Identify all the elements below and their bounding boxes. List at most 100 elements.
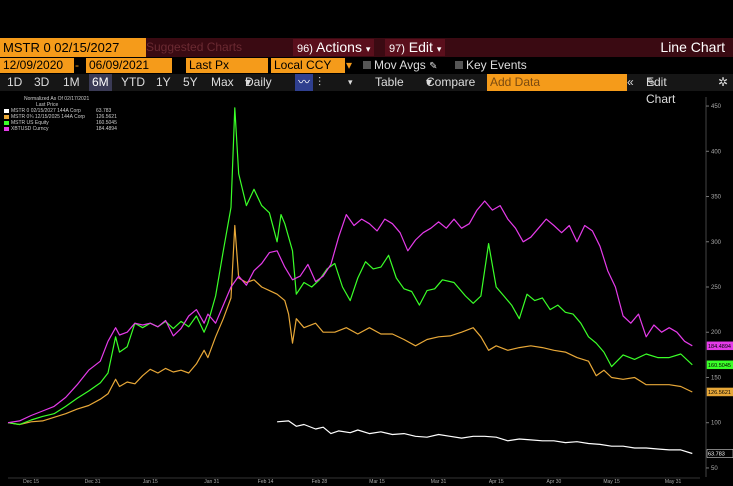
legend-swatch <box>4 126 9 131</box>
line-chart[interactable]: 50 100 150 200 250 300 350 400 450 Dec 15 Dec 31 Ja… <box>0 91 733 486</box>
legend-label: MSTR 0¾ 12/15/2025 144A Corp <box>11 114 85 120</box>
actions-menu[interactable]: 96) Actions ▾ <box>293 39 375 56</box>
series-line-1 <box>7 224 693 426</box>
legend-label: XBTUSD Curncy <box>11 126 49 132</box>
series-line-3 <box>7 200 693 424</box>
edit-label: Edit <box>408 39 433 55</box>
last-value-tag <box>706 449 733 458</box>
period-1d[interactable]: 1D <box>7 75 23 89</box>
chevron-down-icon: ▾ <box>426 75 433 89</box>
chevron-down-icon[interactable]: ▾ <box>346 58 353 72</box>
date-range-separator: - <box>75 58 79 72</box>
legend-value: 63.783 <box>96 108 112 114</box>
period-6m[interactable]: 6M <box>89 74 112 91</box>
x-tick-label: Feb 14 <box>258 479 274 485</box>
chevron-down-icon: ▾ <box>365 44 371 54</box>
collapse-icon[interactable]: « <box>627 75 634 89</box>
bar-chart-icon[interactable]: ⫶ <box>318 75 322 89</box>
legend-entry: MSTR 0¾ 12/15/2025 144A Corp 126.5621 <box>4 114 124 120</box>
last-value-label: 184.4894 <box>708 344 731 350</box>
edit-menu[interactable]: 97) Edit ▾ <box>385 39 446 56</box>
last-value-label: 126.5621 <box>708 390 731 396</box>
toolbar: 12/09/2020 - 06/09/2021 Last Px Local CC… <box>0 57 733 74</box>
legend-field: Last Price <box>36 102 59 108</box>
mov-avgs-toggle[interactable]: Mov Avgs ✎ <box>360 58 441 73</box>
chart-legend: Normalized As Of 02/17/2021 Last Price M… <box>4 96 124 132</box>
chevron-down-icon[interactable]: ▾ <box>348 77 353 87</box>
y-tick-label: 50 <box>711 466 718 472</box>
chevron-down-icon: ▾ <box>436 44 442 54</box>
frequency-label: Daily <box>245 75 272 89</box>
x-tick-label: Dec 15 <box>23 479 39 485</box>
table-button[interactable]: Table <box>375 75 404 89</box>
legend-normalized: Normalized As Of 02/17/2021 <box>24 96 90 102</box>
last-value-label: 63.783 <box>708 451 725 457</box>
security-field[interactable]: MSTR 0 02/15/2027 <box>0 38 146 57</box>
last-value-tag <box>706 387 733 397</box>
period-max[interactable]: Max <box>211 75 234 89</box>
legend-swatch <box>4 114 9 119</box>
add-data-input[interactable]: Add Data <box>487 74 627 91</box>
legend-swatch <box>4 120 9 125</box>
last-value-label: 160.5045 <box>708 363 731 369</box>
price-field-select[interactable]: Last Px <box>186 58 268 73</box>
y-tick-label: 300 <box>711 240 722 246</box>
chevron-down-icon: ▾ <box>245 75 252 89</box>
actions-num: 96) <box>297 43 313 55</box>
page-title: Line Chart <box>660 39 725 55</box>
suggested-charts-button[interactable]: Suggested Charts <box>146 40 243 54</box>
last-value-tag <box>706 341 733 351</box>
last-value-tag <box>706 360 733 370</box>
y-tick-label: 450 <box>711 104 722 110</box>
checkbox-icon <box>363 61 371 69</box>
series-line-2 <box>7 107 693 426</box>
x-tick-label: Apr 15 <box>489 479 504 485</box>
x-tick-label: Dec 31 <box>85 479 101 485</box>
legend-value: 184.4894 <box>96 126 117 132</box>
actions-label: Actions <box>316 39 362 55</box>
legend-label: MSTR US Equity <box>11 120 49 126</box>
compare-label: Compare <box>426 75 476 89</box>
edit-num: 97) <box>389 43 405 55</box>
legend-entry: MSTR US Equity 160.5045 <box>4 120 124 126</box>
legend-swatch <box>4 108 9 113</box>
pencil-icon: ✎ <box>429 61 438 72</box>
period-1y[interactable]: 1Y <box>156 75 171 89</box>
edit-chart-label: Edit Chart <box>646 75 676 106</box>
y-tick-label: 100 <box>711 421 722 427</box>
key-events-toggle[interactable]: Key Events <box>452 58 530 73</box>
key-events-label: Key Events <box>466 58 527 72</box>
period-ytd[interactable]: YTD <box>121 75 145 89</box>
gear-icon[interactable]: ✲ <box>718 75 729 89</box>
y-tick-label: 350 <box>711 195 722 201</box>
period-5y[interactable]: 5Y <box>183 75 198 89</box>
x-tick-label: May 31 <box>665 479 682 485</box>
x-tick-label: Apr 30 <box>547 479 562 485</box>
legend-value: 126.5621 <box>96 114 117 120</box>
pencil-icon: ✎ <box>646 75 657 89</box>
checkbox-icon <box>455 61 463 69</box>
y-tick-label: 250 <box>711 285 722 291</box>
x-tick-label: Jan 15 <box>143 479 158 485</box>
mov-avgs-label: Mov Avgs <box>374 58 426 72</box>
period-1m[interactable]: 1M <box>63 75 80 89</box>
x-tick-label: May 15 <box>603 479 620 485</box>
legend-label: MSTR 0 02/15/2027 144A Corp <box>11 108 81 114</box>
x-tick-label: Feb 28 <box>312 479 328 485</box>
line-chart-icon[interactable]: 〰 <box>295 74 314 91</box>
period-bar: 1D 3D 1M 6M YTD 1Y 5Y Max Daily ▾ 〰 ⫶ ▾ … <box>0 74 733 106</box>
currency-select[interactable]: Local CCY <box>271 58 345 73</box>
start-date-field[interactable]: 12/09/2020 <box>0 58 74 73</box>
series-line-0 <box>277 420 693 455</box>
end-date-field[interactable]: 06/09/2021 <box>86 58 172 73</box>
legend-value: 160.5045 <box>96 120 117 126</box>
x-tick-label: Jan 31 <box>204 479 219 485</box>
header-bar: MSTR 0 02/15/2027 Suggested Charts 96) A… <box>0 38 733 57</box>
x-tick-label: Mar 31 <box>431 479 447 485</box>
period-3d[interactable]: 3D <box>34 75 50 89</box>
legend-entry: MSTR 0 02/15/2027 144A Corp 63.783 <box>4 108 124 114</box>
y-tick-label: 200 <box>711 330 722 336</box>
y-tick-label: 150 <box>711 375 722 381</box>
legend-entry: XBTUSD Curncy 184.4894 <box>4 126 124 132</box>
x-tick-label: Mar 15 <box>369 479 385 485</box>
